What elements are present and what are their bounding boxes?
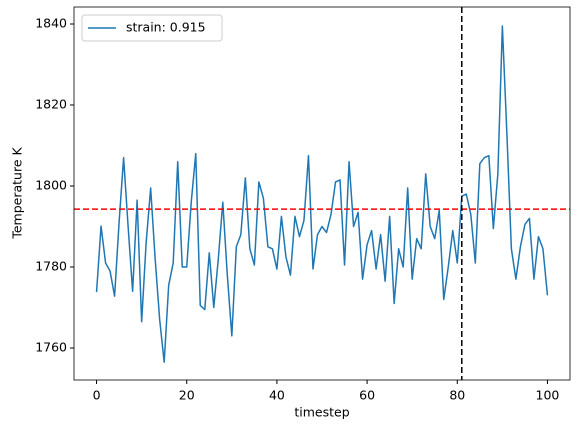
x-tick-label: 20 bbox=[179, 388, 195, 403]
y-axis-label: Temperature K bbox=[10, 147, 25, 240]
y-tick-label: 1760 bbox=[35, 340, 67, 355]
x-tick-label: 60 bbox=[359, 388, 375, 403]
x-tick-label: 0 bbox=[93, 388, 101, 403]
y-tick-label: 1820 bbox=[35, 97, 67, 112]
legend-label: strain: 0.915 bbox=[126, 20, 206, 35]
axes-frame bbox=[73, 6, 571, 381]
x-tick-label: 40 bbox=[269, 388, 285, 403]
y-tick-label: 1800 bbox=[35, 178, 67, 193]
legend-box bbox=[81, 14, 223, 42]
y-tick-label: 1840 bbox=[35, 16, 67, 31]
x-tick-label: 80 bbox=[449, 388, 465, 403]
x-tick-label: 100 bbox=[536, 388, 560, 403]
y-tick-label: 1780 bbox=[35, 259, 67, 274]
x-axis-label: timestep bbox=[294, 405, 349, 420]
data-line bbox=[95, 25, 549, 363]
